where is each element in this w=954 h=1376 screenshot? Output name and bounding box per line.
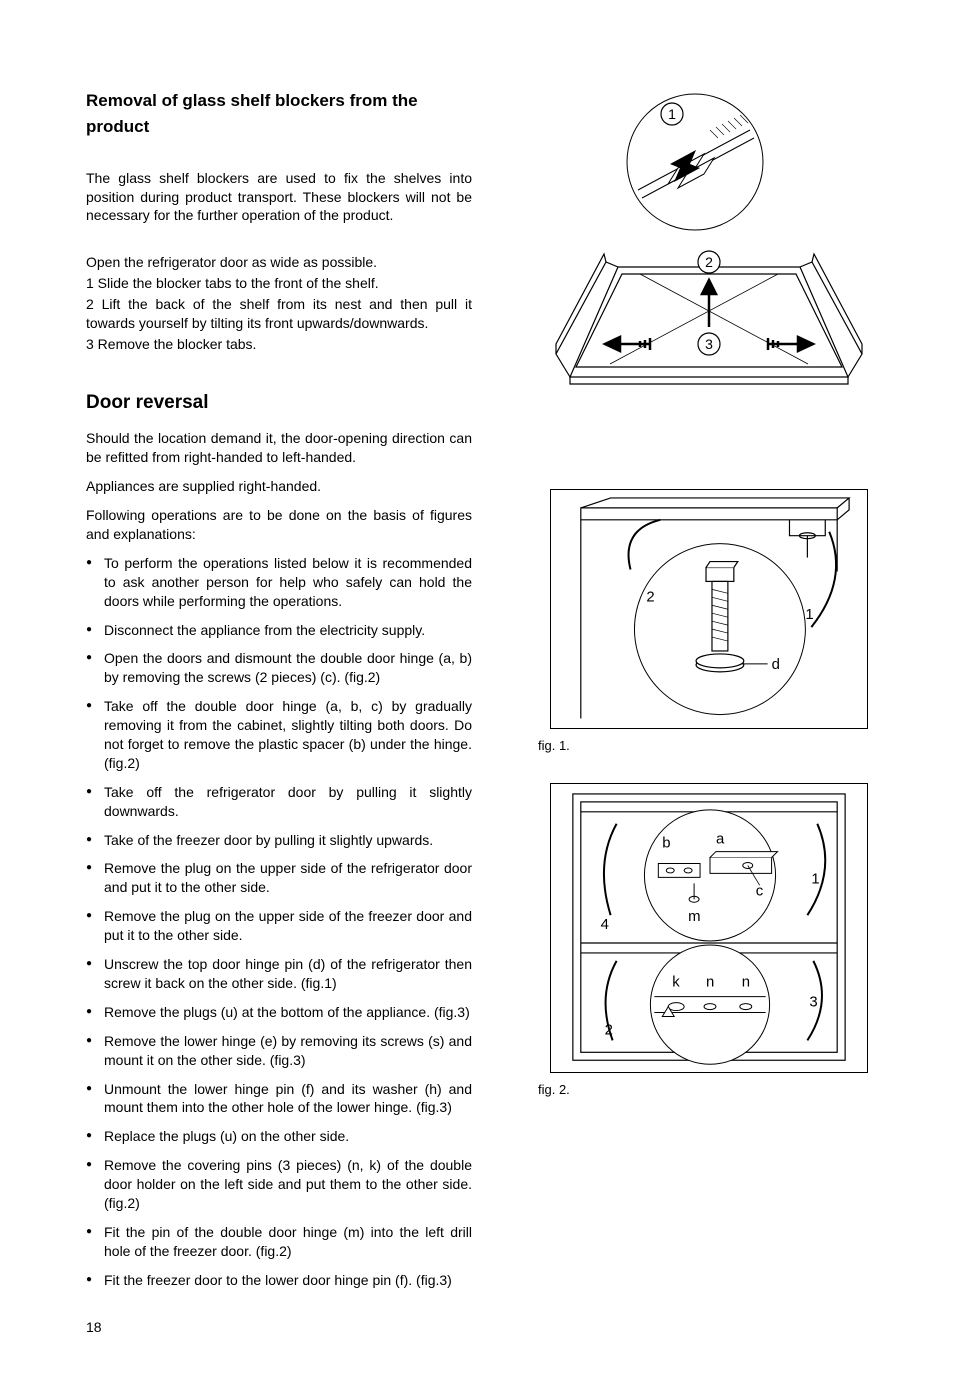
fig2-label-a: a: [716, 832, 725, 848]
section-2-para-2: Following operations are to be done on t…: [86, 506, 472, 544]
bullet-item: Disconnect the appliance from the electr…: [86, 621, 472, 640]
left-column: Removal of glass shelf blockers from the…: [86, 88, 472, 1336]
fig2-label-k: k: [672, 975, 680, 991]
figure-top: 1 2 3: [550, 92, 868, 397]
section-2-para-1: Appliances are supplied right-handed.: [86, 477, 472, 496]
section-2-title: Door reversal: [86, 390, 472, 416]
fig2-label-c1: 1: [811, 871, 819, 887]
figure-1: 2 1 d: [550, 489, 868, 729]
bullet-item: Replace the plugs (u) on the other side.: [86, 1127, 472, 1146]
bullet-item: Remove the lower hinge (e) by removing i…: [86, 1032, 472, 1070]
fig2-label-m: m: [688, 909, 700, 925]
bullet-item: Unscrew the top door hinge pin (d) of th…: [86, 955, 472, 993]
bullet-item: Remove the plugs (u) at the bottom of th…: [86, 1003, 472, 1022]
section-1-step-0: Open the refrigerator door as wide as po…: [86, 253, 472, 272]
fig-top-label-3: 3: [705, 336, 713, 352]
bullet-item: Remove the covering pins (3 pieces) (n, …: [86, 1156, 472, 1213]
fig2-label-c2: 2: [605, 1022, 613, 1038]
bullet-item: Fit the freezer door to the lower door h…: [86, 1271, 472, 1290]
bullet-item: Unmount the lower hinge pin (f) and its …: [86, 1080, 472, 1118]
bullet-item: Open the doors and dismount the double d…: [86, 649, 472, 687]
fig2-label-c4: 4: [601, 917, 609, 933]
figure-2: b a c m k n n 1 2 3 4: [550, 783, 868, 1073]
section-1-title: Removal of glass shelf blockers from the…: [86, 88, 472, 141]
section-1-intro: The glass shelf blockers are used to fix…: [86, 169, 472, 226]
bullet-item: To perform the operations listed below i…: [86, 554, 472, 611]
page-layout: Removal of glass shelf blockers from the…: [86, 88, 868, 1336]
fig-top-label-1: 1: [668, 106, 676, 122]
fig1-label-d: d: [772, 657, 780, 673]
section-1-step-2: 2 Lift the back of the shelf from its ne…: [86, 295, 472, 333]
section-1-step-3: 3 Remove the blocker tabs.: [86, 335, 472, 354]
page-number: 18: [86, 1318, 472, 1337]
fig2-label-c: c: [756, 883, 764, 899]
bullet-item: Remove the plug on the upper side of the…: [86, 907, 472, 945]
fig1-caption: fig. 1.: [538, 737, 868, 755]
fig2-label-c3: 3: [809, 995, 817, 1011]
fig1-label-2: 2: [646, 589, 654, 605]
right-column: 1 2 3: [508, 88, 868, 1336]
fig2-label-n1: n: [706, 975, 714, 991]
fig2-caption: fig. 2.: [538, 1081, 868, 1099]
fig2-label-b: b: [662, 836, 670, 852]
fig2-label-n2: n: [742, 975, 750, 991]
bullet-item: Fit the pin of the double door hinge (m)…: [86, 1223, 472, 1261]
bullet-item: Take off the refrigerator door by pullin…: [86, 783, 472, 821]
bullet-item: Take off the double door hinge (a, b, c)…: [86, 697, 472, 773]
bullet-list: To perform the operations listed below i…: [86, 554, 472, 1290]
fig-top-label-2: 2: [705, 254, 713, 270]
section-2-para-0: Should the location demand it, the door-…: [86, 429, 472, 467]
section-1-step-1: 1 Slide the blocker tabs to the front of…: [86, 274, 472, 293]
fig1-label-1: 1: [805, 607, 813, 623]
bullet-item: Remove the plug on the upper side of the…: [86, 859, 472, 897]
bullet-item: Take of the freezer door by pulling it s…: [86, 831, 472, 850]
